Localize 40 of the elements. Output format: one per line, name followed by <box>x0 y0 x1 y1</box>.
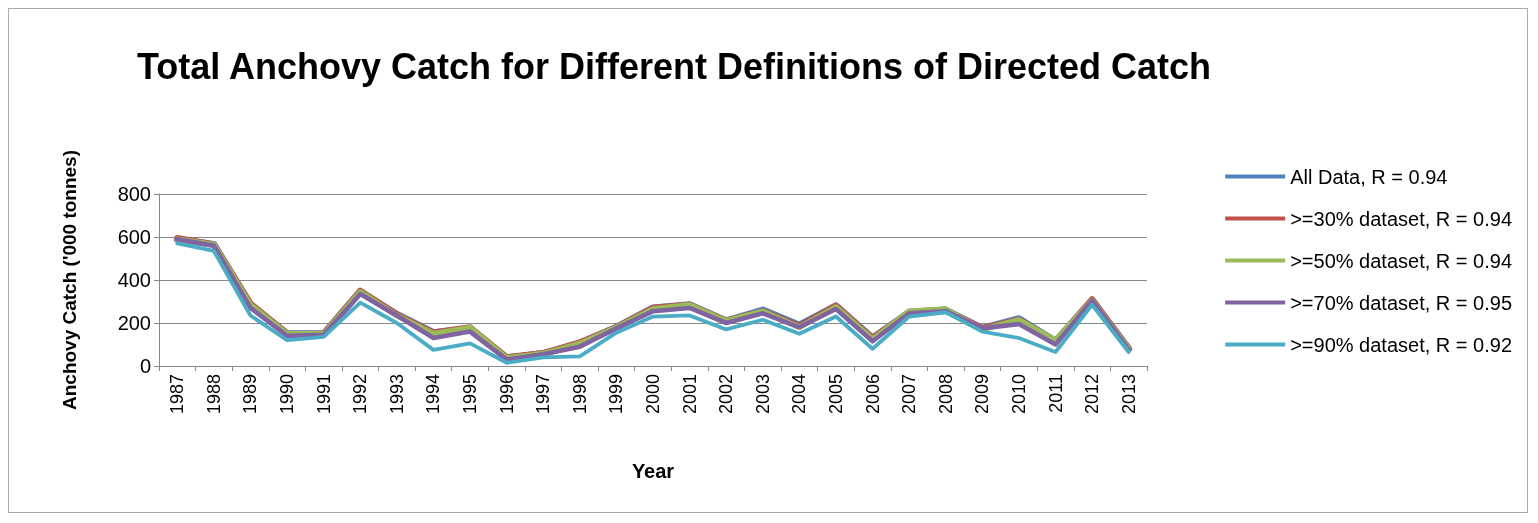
x-tick-label: 2009 <box>972 374 993 415</box>
legend-label: All Data, R = 0.94 <box>1290 165 1448 188</box>
x-tick-label: 1991 <box>313 374 334 415</box>
x-tick-label: 1998 <box>569 374 590 415</box>
x-tick-label: 1989 <box>240 374 261 415</box>
x-tick-label: 2004 <box>789 374 810 415</box>
x-tick-label: 1995 <box>460 374 481 415</box>
x-tick-label: 2003 <box>752 374 773 415</box>
x-tick-label: 2005 <box>825 374 846 415</box>
x-tick-label: 2001 <box>679 374 700 415</box>
x-tick-label: 2012 <box>1082 374 1103 415</box>
x-tick-label: 1990 <box>277 374 298 415</box>
x-tick-label: 1993 <box>386 374 407 415</box>
x-tick-label: 1988 <box>203 374 224 415</box>
x-tick-label: 2011 <box>1045 374 1066 413</box>
x-tick-label: 1997 <box>533 374 554 415</box>
x-tick-label: 2007 <box>899 374 920 415</box>
x-tick-label: 2010 <box>1008 374 1029 415</box>
x-tick-label: 1994 <box>423 374 444 415</box>
y-tick-label: 0 <box>139 355 151 377</box>
x-tick-label: 2008 <box>935 374 956 415</box>
x-tick-label: 1987 <box>167 374 188 415</box>
legend-label: >=70% dataset, R = 0.95 <box>1290 291 1512 314</box>
x-tick-label: 2002 <box>716 374 737 415</box>
x-tick-label: 2000 <box>643 374 663 415</box>
x-tick-label: 1999 <box>606 374 627 415</box>
y-axis-title: Anchovy Catch ('000 tonnes) <box>59 149 80 411</box>
y-tick-label: 800 <box>117 183 151 205</box>
x-tick-label: 1992 <box>350 374 371 415</box>
y-tick-label: 400 <box>117 269 151 291</box>
x-tick-label: 1996 <box>496 374 517 415</box>
y-tick-label: 200 <box>117 312 151 334</box>
chart-title: Total Anchovy Catch for Different Definitions of Directed Catch <box>136 45 1212 87</box>
x-tick-label: 2013 <box>1118 374 1139 415</box>
x-tick-label: 2006 <box>862 374 883 415</box>
legend-label: >=90% dataset, R = 0.92 <box>1290 333 1512 356</box>
y-tick-label: 600 <box>117 226 151 248</box>
legend-label: >=30% dataset, R = 0.94 <box>1290 207 1512 230</box>
x-axis-title: Year <box>631 460 675 482</box>
legend-label: >=50% dataset, R = 0.94 <box>1290 249 1512 272</box>
